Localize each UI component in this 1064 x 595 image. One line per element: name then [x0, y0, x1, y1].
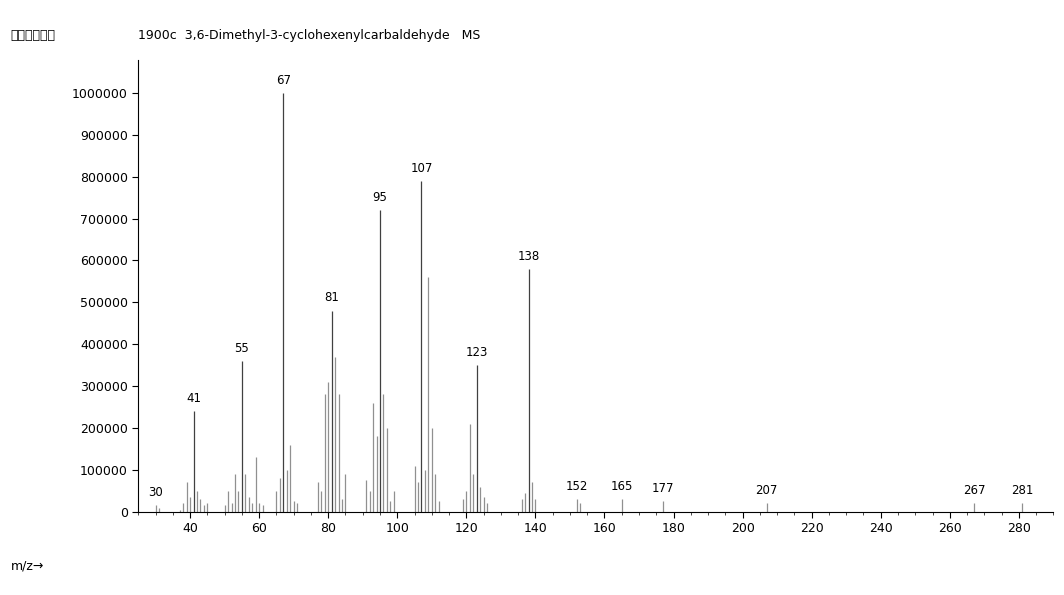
- Text: 165: 165: [611, 480, 633, 493]
- Text: 107: 107: [411, 162, 433, 175]
- Text: 30: 30: [148, 486, 163, 499]
- Text: 1900c  3,6-Dimethyl-3-cyclohexenylcarbaldehyde   MS: 1900c 3,6-Dimethyl-3-cyclohexenylcarbald…: [138, 29, 481, 42]
- Text: 95: 95: [372, 191, 387, 204]
- Text: m/z→: m/z→: [11, 559, 44, 572]
- Text: アバンダンス: アバンダンス: [11, 29, 55, 42]
- Text: 281: 281: [1011, 484, 1033, 497]
- Text: 138: 138: [517, 249, 539, 262]
- Text: 67: 67: [276, 74, 290, 87]
- Text: 207: 207: [755, 484, 778, 497]
- Text: 152: 152: [566, 480, 588, 493]
- Text: 177: 177: [652, 482, 675, 495]
- Text: 81: 81: [325, 292, 339, 305]
- Text: 123: 123: [466, 346, 488, 359]
- Text: 267: 267: [963, 484, 985, 497]
- Text: 41: 41: [186, 392, 201, 405]
- Text: 55: 55: [234, 342, 249, 355]
